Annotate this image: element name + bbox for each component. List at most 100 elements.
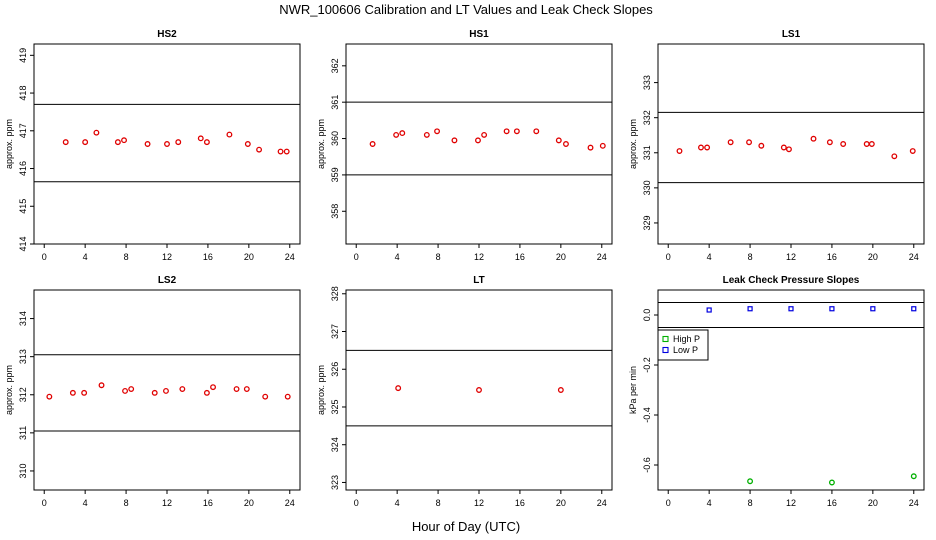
data-point: [563, 141, 569, 147]
y-tick-label: 330: [642, 180, 652, 195]
x-tick-label: 12: [162, 498, 172, 508]
data-point: [513, 128, 520, 135]
panel: LT 0 4 8 12 16 20 24 323 324 325 326 327 328 approx. p…: [316, 275, 613, 508]
x-tick-label: 20: [556, 252, 566, 262]
y-tick-label: 331: [642, 145, 652, 160]
data-point: [863, 141, 870, 147]
data-point: [98, 382, 105, 389]
x-tick-label: 24: [597, 252, 607, 262]
y-axis-label: approx. ppm: [4, 119, 14, 169]
data-point: [828, 479, 835, 486]
data-point: [434, 128, 441, 135]
y-tick-label: 327: [330, 324, 340, 339]
data-point: [46, 393, 53, 400]
plot-frame: [657, 289, 925, 491]
data-point: [256, 146, 263, 153]
data-point: [503, 128, 510, 135]
x-tick-label: 0: [42, 498, 47, 508]
data-point: [829, 306, 835, 312]
x-tick-label: 8: [436, 498, 441, 508]
y-tick-label: 314: [18, 311, 28, 326]
y-tick-label: 312: [18, 387, 28, 402]
y-tick-label: 359: [330, 167, 340, 182]
data-point: [826, 139, 833, 146]
y-tick-label: 418: [18, 86, 28, 101]
data-point: [244, 141, 251, 147]
data-point: [747, 478, 754, 485]
x-tick-label: 4: [707, 498, 712, 508]
data-point: [395, 385, 402, 392]
x-tick-label: 12: [474, 252, 484, 262]
panel-title: LS1: [782, 29, 801, 40]
y-tick-label: 362: [330, 58, 340, 73]
data-point: [555, 137, 562, 144]
panel-title: LT: [473, 275, 484, 286]
data-point: [870, 306, 876, 312]
x-tick-label: 20: [244, 252, 254, 262]
plot-frame: [345, 289, 613, 491]
data-point: [284, 393, 291, 400]
data-point: [114, 139, 121, 146]
panel: LS1 0 4 8 12 16 20 24 329 330 331 332 333 approx. ppm: [628, 29, 925, 262]
x-tick-label: 20: [244, 498, 254, 508]
legend-marker: [662, 346, 669, 354]
data-point: [226, 131, 233, 138]
data-point: [197, 135, 204, 142]
data-point: [283, 148, 290, 155]
x-tick-label: 24: [285, 252, 295, 262]
panel-title: HS2: [157, 29, 177, 40]
y-tick-label: 310: [18, 463, 28, 478]
data-point: [81, 389, 88, 396]
data-point: [163, 388, 169, 394]
data-point: [758, 142, 765, 149]
y-tick-label: 419: [18, 48, 28, 63]
data-point: [151, 389, 158, 396]
data-point: [676, 148, 683, 154]
y-tick-label: 328: [330, 286, 340, 301]
data-point: [476, 387, 482, 393]
x-tick-label: 0: [666, 498, 671, 508]
data-point: [69, 389, 76, 396]
data-point: [868, 141, 875, 147]
data-point: [164, 141, 170, 147]
x-tick-label: 16: [515, 252, 525, 262]
x-tick-label: 20: [556, 498, 566, 508]
y-tick-label: 332: [642, 110, 652, 125]
x-tick-label: 0: [354, 252, 359, 262]
data-point: [909, 148, 916, 154]
data-point: [62, 139, 69, 146]
data-point: [727, 139, 734, 146]
data-point: [698, 144, 704, 151]
x-tick-label: 4: [707, 252, 712, 262]
y-tick-label: 415: [18, 199, 28, 214]
y-tick-label: 0.0: [642, 309, 652, 322]
panel: HS2 0 4 8 12 16 20 24 414 415 416 417 418 419 approx. …: [4, 29, 301, 262]
y-tick-label: 323: [330, 475, 340, 490]
x-tick-label: 24: [285, 498, 295, 508]
panel-title: Leak Check Pressure Slopes: [723, 275, 860, 286]
data-point: [262, 393, 269, 400]
y-tick-label: 311: [18, 426, 28, 440]
data-point: [93, 129, 100, 136]
data-point: [393, 131, 400, 138]
x-tick-label: 16: [203, 252, 213, 262]
data-point: [203, 389, 210, 396]
data-point: [911, 306, 917, 312]
x-tick-label: 8: [748, 498, 753, 508]
y-tick-label: -0.2: [642, 357, 652, 373]
legend-marker: [662, 335, 669, 343]
data-point: [369, 141, 376, 147]
data-point: [175, 139, 182, 146]
x-tick-label: 4: [395, 498, 400, 508]
x-tick-label: 16: [827, 498, 837, 508]
y-tick-label: 326: [330, 362, 340, 377]
data-point: [475, 137, 481, 144]
x-tick-label: 12: [474, 498, 484, 508]
y-axis-label: approx. ppm: [316, 365, 326, 415]
x-tick-label: 24: [597, 498, 607, 508]
x-tick-label: 0: [42, 252, 47, 262]
x-tick-label: 20: [868, 498, 878, 508]
x-tick-label: 8: [748, 252, 753, 262]
